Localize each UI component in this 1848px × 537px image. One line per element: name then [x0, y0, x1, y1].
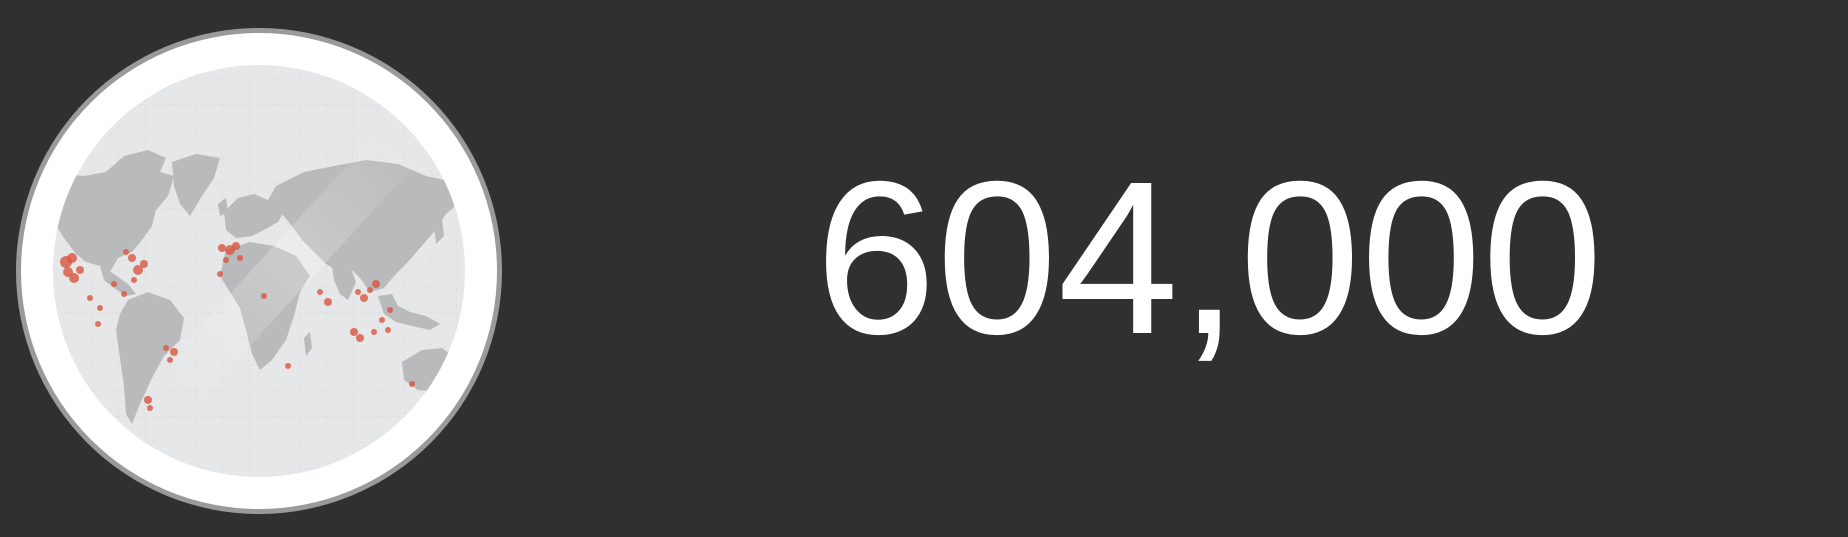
north-america-shape [53, 150, 174, 272]
world-map-globe-icon [14, 26, 504, 516]
location-marker [232, 242, 240, 250]
location-marker [372, 280, 380, 288]
madagascar-shape [304, 332, 312, 356]
location-marker [133, 265, 143, 275]
location-marker [140, 260, 148, 268]
location-marker [360, 294, 368, 302]
continents [53, 150, 460, 424]
location-marker [324, 298, 332, 306]
india-shape [332, 266, 356, 300]
central-america-shape [100, 266, 136, 296]
location-marker [111, 281, 117, 287]
location-marker [237, 255, 243, 261]
location-marker [144, 396, 152, 404]
location-marker [170, 348, 178, 356]
location-marker [385, 327, 391, 333]
location-markers [60, 242, 415, 411]
location-marker [367, 287, 373, 293]
location-marker [123, 249, 129, 255]
location-marker [121, 291, 127, 297]
location-marker [261, 293, 267, 299]
location-marker [97, 305, 103, 311]
location-marker [409, 381, 415, 387]
location-marker [223, 257, 229, 263]
location-marker [87, 295, 93, 301]
europe-shape [224, 186, 290, 238]
location-marker [131, 277, 137, 283]
location-marker [371, 329, 377, 335]
location-marker [76, 266, 84, 274]
south-america-shape [116, 292, 184, 424]
location-marker [379, 317, 385, 323]
location-marker [285, 363, 291, 369]
greenland-shape [172, 154, 220, 216]
location-marker [218, 244, 226, 252]
location-marker [356, 334, 364, 342]
location-marker [163, 345, 169, 351]
location-marker [69, 273, 79, 283]
location-marker [128, 254, 136, 262]
location-marker [350, 328, 358, 336]
location-marker [167, 357, 173, 363]
stat-value: 604,000 [815, 137, 1604, 380]
location-marker [355, 289, 361, 295]
southeast-asia-shape [378, 294, 440, 330]
location-marker [217, 271, 223, 277]
location-marker [95, 321, 101, 327]
japan-shape [434, 218, 444, 244]
uk-shape [218, 198, 228, 216]
location-marker [387, 307, 393, 313]
world-map [53, 65, 465, 477]
location-marker [317, 289, 323, 295]
location-marker [147, 405, 153, 411]
location-marker [67, 253, 77, 263]
